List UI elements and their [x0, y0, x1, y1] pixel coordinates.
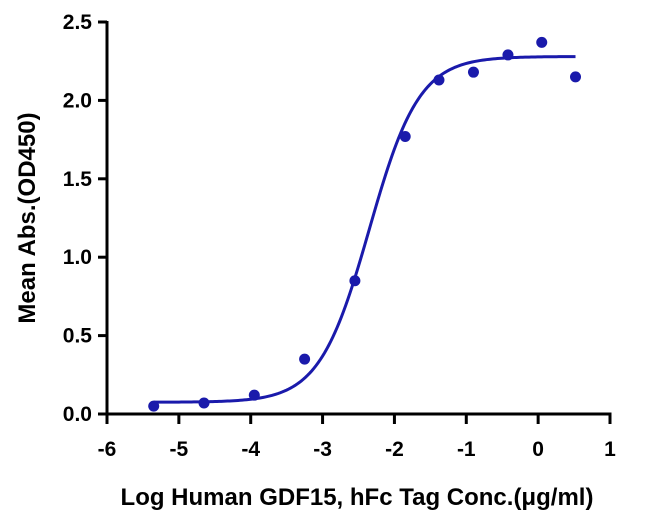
y-tick-label: 2.5 — [63, 11, 93, 34]
data-point — [399, 130, 411, 142]
y-tick-label: 0.0 — [63, 403, 92, 426]
x-tick-label: 0 — [532, 438, 544, 461]
data-point — [299, 353, 311, 365]
data-point — [467, 66, 479, 78]
x-tick-label: -3 — [313, 438, 332, 461]
fit-curve — [153, 55, 576, 404]
x-tick-label: -2 — [385, 438, 404, 461]
y-tick-label: 1.5 — [63, 168, 93, 191]
x-tick-label: -5 — [170, 438, 189, 461]
x-axis-title: Log Human GDF15, hFc Tag Conc.(μg/ml) — [121, 484, 594, 511]
x-tick-label: -6 — [98, 438, 117, 461]
x-tick-label: -1 — [457, 438, 476, 461]
x-tick-label: -4 — [241, 438, 260, 461]
x-tick-label: 1 — [604, 438, 616, 461]
y-axis-title: Mean Abs.(OD450) — [14, 112, 41, 323]
y-tick-label: 0.5 — [63, 325, 93, 348]
data-point — [502, 49, 514, 61]
data-point — [349, 275, 361, 287]
data-point — [148, 400, 160, 412]
x-axis: -6 -5 -4 -3 -2 -1 0 1 — [98, 412, 616, 461]
y-tick-label: 2.0 — [63, 89, 92, 112]
series-plot — [148, 36, 582, 412]
data-point — [536, 36, 548, 48]
data-point — [248, 389, 260, 401]
data-point — [433, 74, 445, 86]
y-axis: 0.0 0.5 1.0 1.5 2.0 2.5 — [63, 11, 109, 426]
y-tick-label: 1.0 — [63, 246, 92, 269]
data-point — [570, 71, 582, 83]
data-point — [198, 397, 210, 409]
